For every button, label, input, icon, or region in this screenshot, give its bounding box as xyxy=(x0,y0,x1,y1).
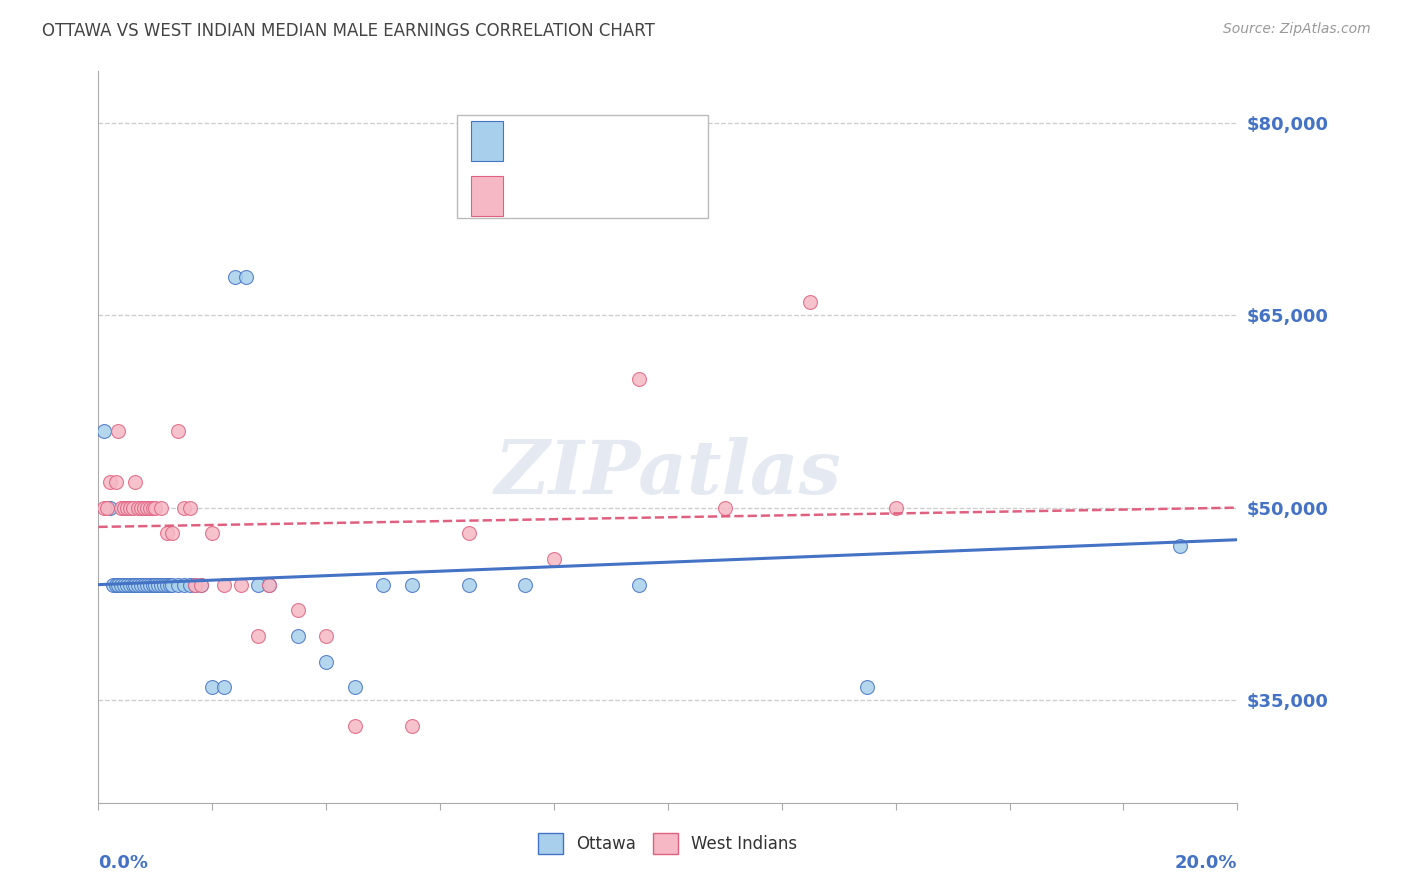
Point xyxy=(150,500,173,515)
Point xyxy=(259,577,281,591)
Point xyxy=(127,500,149,515)
Point xyxy=(96,500,118,515)
Point xyxy=(93,500,115,515)
Point xyxy=(141,577,163,591)
Point xyxy=(173,577,195,591)
Point xyxy=(401,577,423,591)
Point xyxy=(212,577,235,591)
Point xyxy=(457,577,479,591)
Point xyxy=(246,629,269,643)
Point xyxy=(543,552,565,566)
Point xyxy=(1170,539,1192,553)
Point xyxy=(93,424,115,438)
Point xyxy=(132,500,155,515)
Point xyxy=(101,577,124,591)
Point xyxy=(141,500,163,515)
Point xyxy=(401,719,423,733)
Point xyxy=(884,500,907,515)
Point xyxy=(173,500,195,515)
Point xyxy=(212,681,235,695)
Point xyxy=(145,500,167,515)
Point xyxy=(121,577,143,591)
Point xyxy=(628,372,651,386)
Point xyxy=(148,577,170,591)
Point xyxy=(145,577,167,591)
Point xyxy=(315,655,337,669)
Point xyxy=(112,500,135,515)
Point xyxy=(110,500,132,515)
Text: N = 41: N = 41 xyxy=(612,186,679,204)
Text: 0.0%: 0.0% xyxy=(98,855,149,872)
Point xyxy=(124,577,146,591)
Point xyxy=(259,577,281,591)
Point xyxy=(201,526,224,541)
Point xyxy=(229,577,252,591)
Point xyxy=(118,577,141,591)
Point xyxy=(129,577,152,591)
Point xyxy=(201,681,224,695)
Point xyxy=(235,269,257,284)
Point xyxy=(115,577,138,591)
Point xyxy=(107,577,129,591)
Point xyxy=(124,475,146,489)
Point xyxy=(138,500,160,515)
Text: Source: ZipAtlas.com: Source: ZipAtlas.com xyxy=(1223,22,1371,37)
Point xyxy=(167,577,190,591)
Point xyxy=(162,577,184,591)
Point xyxy=(246,577,269,591)
Point xyxy=(135,500,157,515)
Text: ZIPatlas: ZIPatlas xyxy=(495,437,841,510)
Point xyxy=(287,603,309,617)
Point xyxy=(457,526,479,541)
Point xyxy=(156,577,179,591)
Point xyxy=(162,526,184,541)
Point xyxy=(129,500,152,515)
Point xyxy=(179,577,201,591)
Point xyxy=(190,577,212,591)
Legend: Ottawa, West Indians: Ottawa, West Indians xyxy=(531,827,804,860)
Bar xyxy=(471,176,503,216)
Bar xyxy=(471,120,503,161)
Point xyxy=(628,577,651,591)
Point xyxy=(98,500,121,515)
Point xyxy=(153,577,176,591)
Point xyxy=(138,577,160,591)
Point xyxy=(98,475,121,489)
Point xyxy=(104,577,127,591)
Point xyxy=(343,719,366,733)
Point xyxy=(184,577,207,591)
Point xyxy=(343,681,366,695)
Point xyxy=(224,269,246,284)
Point xyxy=(132,577,155,591)
Text: N = 45: N = 45 xyxy=(612,132,679,150)
Point xyxy=(159,577,181,591)
Point xyxy=(515,577,537,591)
Point xyxy=(156,526,179,541)
Point xyxy=(118,500,141,515)
Point xyxy=(371,577,394,591)
Point xyxy=(107,424,129,438)
Point xyxy=(150,577,173,591)
Point xyxy=(856,681,879,695)
Point xyxy=(190,577,212,591)
Point xyxy=(179,500,201,515)
Point xyxy=(799,295,821,310)
Point xyxy=(315,629,337,643)
Point xyxy=(287,629,309,643)
FancyBboxPatch shape xyxy=(457,115,707,218)
Text: OTTAWA VS WEST INDIAN MEDIAN MALE EARNINGS CORRELATION CHART: OTTAWA VS WEST INDIAN MEDIAN MALE EARNIN… xyxy=(42,22,655,40)
Point xyxy=(115,500,138,515)
Point xyxy=(167,424,190,438)
Point xyxy=(184,577,207,591)
Point xyxy=(110,577,132,591)
Point xyxy=(112,577,135,591)
Point xyxy=(104,475,127,489)
Point xyxy=(714,500,737,515)
Point xyxy=(135,577,157,591)
Point xyxy=(127,577,149,591)
Text: 20.0%: 20.0% xyxy=(1175,855,1237,872)
Text: R = 0.032: R = 0.032 xyxy=(515,186,612,204)
Text: R = 0.079: R = 0.079 xyxy=(515,132,612,150)
Point xyxy=(121,500,143,515)
